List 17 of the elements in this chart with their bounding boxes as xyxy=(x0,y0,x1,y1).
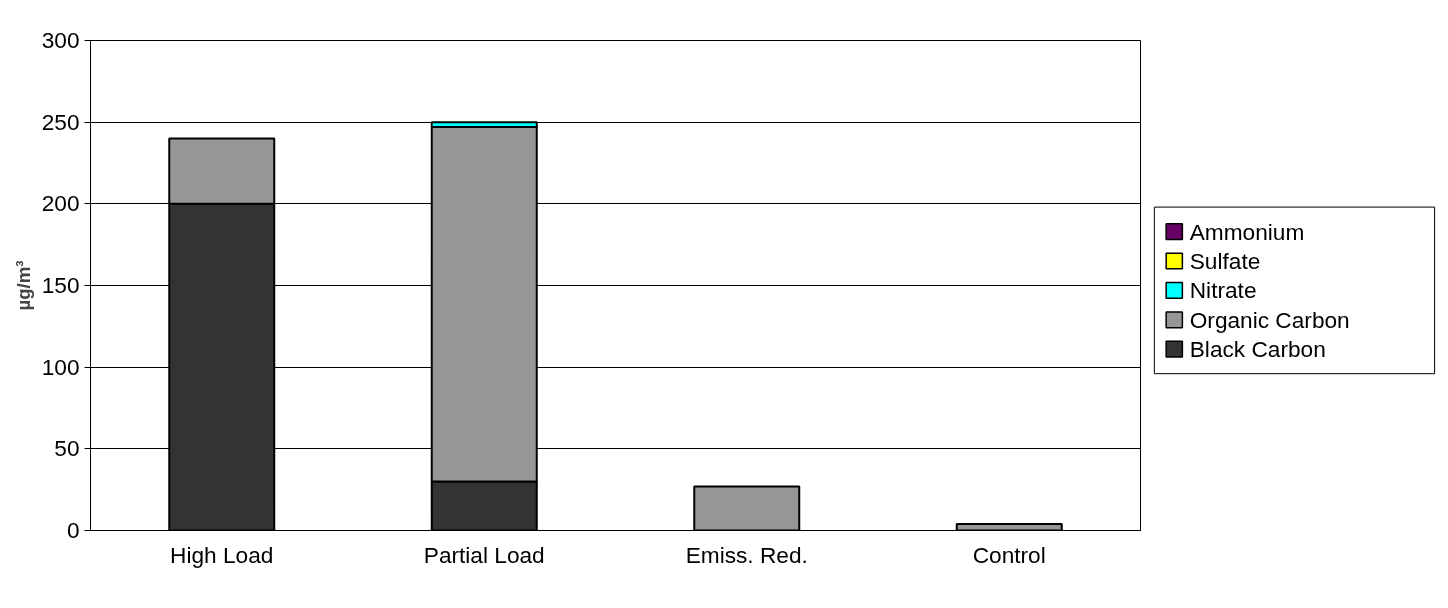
legend-label: Sulfate xyxy=(1189,248,1261,274)
y-tick-label: 100 xyxy=(41,353,80,380)
legend-label: Black Carbon xyxy=(1189,336,1326,363)
y-tick-label: 50 xyxy=(54,435,80,462)
x-tick-label: Emiss. Red. xyxy=(685,541,808,568)
y-tick-label: 200 xyxy=(41,190,80,217)
x-tick-label: Partial Load xyxy=(423,541,545,568)
y-tick-label: 250 xyxy=(41,108,80,135)
x-tick-label: High Load xyxy=(170,541,274,568)
y-tick-label: 300 xyxy=(41,27,80,53)
legend-label: Organic Carbon xyxy=(1189,306,1350,333)
legend-label: Ammonium xyxy=(1189,218,1305,245)
y-axis-title: µg/m³ xyxy=(12,260,34,311)
x-tick-label: Control xyxy=(972,541,1046,568)
legend-label: Nitrate xyxy=(1189,277,1257,304)
y-tick-label: 0 xyxy=(66,517,80,543)
y-tick-label: 150 xyxy=(41,272,80,298)
